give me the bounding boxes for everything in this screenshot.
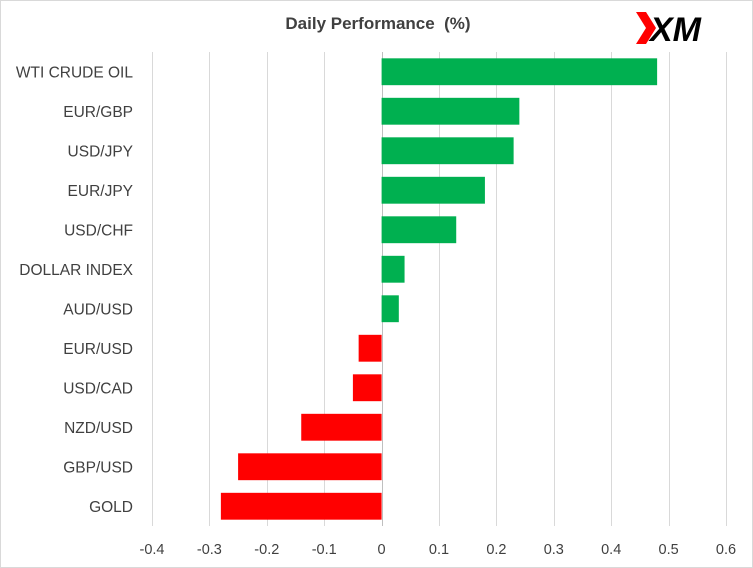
- x-tick-label: -0.2: [254, 542, 279, 558]
- x-tick-label: -0.4: [140, 542, 165, 558]
- x-tick-label: -0.1: [312, 542, 337, 558]
- xm-logo-wordmark: XM: [648, 11, 702, 49]
- x-tick-label: 0: [378, 542, 386, 558]
- x-tick-labels: -0.4 -0.3 -0.2 -0.1 0 0.1 0.2 0.3 0.4 0.5 0.6: [140, 542, 737, 558]
- bar: [381, 137, 514, 165]
- bar: [381, 216, 457, 244]
- grid-lines: [152, 52, 727, 526]
- category-label: USD/CAD: [63, 380, 133, 397]
- x-tick-label: 0.1: [429, 542, 449, 558]
- category-label: EUR/GBP: [63, 104, 133, 121]
- bar: [381, 295, 399, 323]
- bar: [381, 176, 485, 204]
- category-label: USD/JPY: [68, 143, 133, 160]
- chart-title: Daily Performance (%): [285, 14, 470, 33]
- bar: [358, 334, 382, 362]
- x-tick-label: 0.5: [659, 542, 679, 558]
- category-label: AUD/USD: [63, 301, 133, 318]
- xm-logo-red-chevron: [636, 12, 656, 44]
- category-label: GOLD: [89, 499, 133, 516]
- bar: [220, 492, 382, 520]
- category-label: DOLLAR INDEX: [19, 262, 133, 279]
- category-label: USD/CHF: [64, 222, 133, 239]
- bar: [381, 255, 405, 283]
- category-label: EUR/USD: [63, 341, 133, 358]
- x-tick-label: 0.4: [601, 542, 621, 558]
- bar: [381, 97, 520, 125]
- x-tick-label: 0.3: [544, 542, 564, 558]
- category-label: EUR/JPY: [68, 183, 133, 200]
- bar: [238, 453, 382, 481]
- x-tick-label: -0.3: [197, 542, 222, 558]
- category-labels: WTI CRUDE OIL EUR/GBP USD/JPY EUR/JPY USD/CH…: [16, 64, 134, 516]
- category-label: GBP/USD: [63, 459, 133, 476]
- xm-logo: XM: [636, 11, 702, 49]
- x-tick-label: 0.6: [716, 542, 736, 558]
- bars: [220, 58, 658, 520]
- category-label: WTI CRUDE OIL: [16, 64, 133, 81]
- bar: [301, 413, 382, 441]
- bar: [352, 374, 382, 402]
- x-tick-label: 0.2: [486, 542, 506, 558]
- category-label: NZD/USD: [64, 420, 133, 437]
- bar: [381, 58, 658, 86]
